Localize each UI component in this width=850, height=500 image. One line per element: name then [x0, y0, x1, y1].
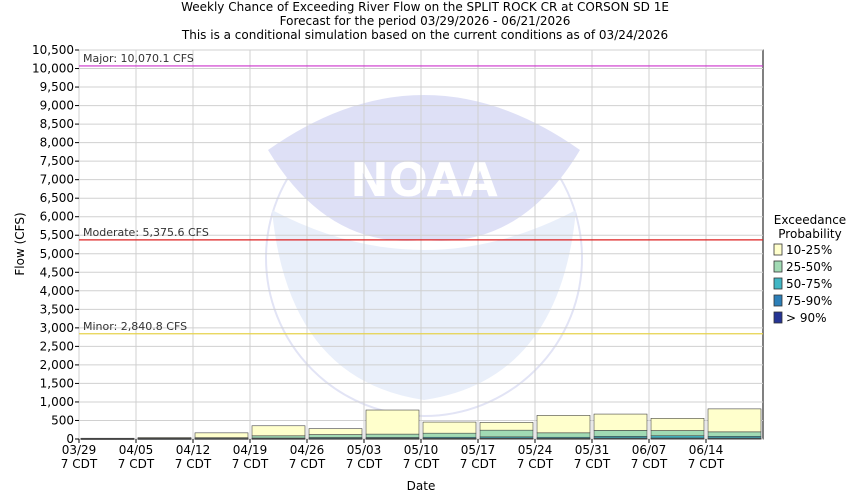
y-tick-label: 500: [51, 413, 74, 427]
bar-segment: [80, 437, 135, 440]
y-tick-label: 3,500: [40, 302, 74, 316]
x-tick-label: 04/19: [233, 443, 268, 457]
legend-title-line-2: Probability: [778, 227, 841, 241]
y-tick-label: 10,000: [32, 62, 74, 76]
y-tick-label: 3,000: [40, 321, 74, 335]
x-tick-sublabel: 7 CDT: [289, 457, 326, 471]
y-tick-label: 1,000: [40, 395, 74, 409]
x-tick-sublabel: 7 CDT: [631, 457, 668, 471]
y-tick-label: 10,500: [32, 43, 74, 57]
legend-label: 25-50%: [786, 260, 832, 274]
x-tick-label: 05/03: [347, 443, 382, 457]
legend-swatch: [773, 243, 783, 256]
y-axis: 0 500 1,000 1,500 2,000 2,500 3,000 3,500 4,000 4…: [32, 43, 79, 446]
x-axis-label: Date: [407, 479, 436, 493]
y-tick-label: 7,000: [40, 173, 74, 187]
chart-title-block: Weekly Chance of Exceeding River Flow on…: [0, 0, 850, 42]
y-tick-label: 2,500: [40, 339, 74, 353]
y-tick-label: 6,000: [40, 210, 74, 224]
legend-swatch: [773, 277, 783, 290]
legend-label: 75-90%: [786, 294, 832, 308]
x-tick-sublabel: 7 CDT: [403, 457, 440, 471]
y-tick-label: 0: [66, 432, 74, 446]
threshold-label: Moderate: 5,375.6 CFS: [83, 226, 209, 239]
threshold-label: Major: 10,070.1 CFS: [83, 52, 194, 65]
x-tick-label: 04/12: [176, 443, 211, 457]
bar-segment: [650, 435, 705, 439]
y-tick-label: 2,000: [40, 358, 74, 372]
x-tick-label: 05/24: [518, 443, 553, 457]
legend-title-line-1: Exceedance: [774, 213, 846, 227]
x-tick-sublabel: 7 CDT: [346, 457, 383, 471]
x-tick-sublabel: 7 CDT: [118, 457, 155, 471]
bar-segment: [536, 415, 591, 434]
x-tick-sublabel: 7 CDT: [175, 457, 212, 471]
bar-segment: [365, 409, 420, 435]
x-tick-label: 03/29: [62, 443, 97, 457]
y-tick-label: 4,000: [40, 284, 74, 298]
threshold-label: Minor: 2,840.8 CFS: [83, 320, 187, 333]
x-tick-label: 05/17: [461, 443, 496, 457]
bar-segment: [707, 408, 762, 433]
bar-segment: [479, 422, 534, 431]
bar-segment: [308, 428, 363, 435]
bars-group: [80, 408, 762, 440]
x-tick-sublabel: 7 CDT: [61, 457, 98, 471]
x-tick-sublabel: 7 CDT: [460, 457, 497, 471]
bar-segment: [650, 418, 705, 431]
chart-subtitle-2: This is a conditional simulation based o…: [181, 28, 669, 42]
bar-segment: [251, 435, 306, 439]
bar-segment: [194, 432, 249, 438]
x-tick-label: 04/05: [119, 443, 154, 457]
bar-segment: [308, 434, 363, 438]
bar-segment: [422, 432, 477, 438]
bar-segment: [650, 430, 705, 437]
y-tick-label: 8,500: [40, 117, 74, 131]
bar-segment: [137, 437, 192, 439]
y-tick-label: 5,500: [40, 228, 74, 242]
y-tick-label: 5,000: [40, 247, 74, 261]
legend: Exceedance Probability 10-25% 25-50% 50-75…: [773, 213, 846, 325]
x-tick-label: 06/14: [689, 443, 724, 457]
y-tick-label: 6,500: [40, 191, 74, 205]
y-tick-label: 8,000: [40, 136, 74, 150]
y-tick-label: 7,500: [40, 154, 74, 168]
bar-segment: [251, 425, 306, 437]
bar-segment: [593, 413, 648, 431]
x-tick-label: 04/26: [290, 443, 325, 457]
y-tick-label: 4,500: [40, 265, 74, 279]
x-tick-label: 06/07: [632, 443, 667, 457]
bar-segment: [593, 430, 648, 437]
x-tick-sublabel: 7 CDT: [688, 457, 725, 471]
legend-swatch: [773, 294, 783, 307]
x-tick-label: 05/31: [575, 443, 610, 457]
chart-subtitle-1: Forecast for the period 03/29/2026 - 06/…: [279, 14, 571, 28]
x-tick-sublabel: 7 CDT: [517, 457, 554, 471]
y-tick-label: 9,000: [40, 99, 74, 113]
bar-segment: [479, 429, 534, 438]
chart-title: Weekly Chance of Exceeding River Flow on…: [181, 0, 669, 14]
x-tick-sublabel: 7 CDT: [232, 457, 269, 471]
bar-segment: [536, 432, 591, 438]
legend-label: 50-75%: [786, 277, 832, 291]
bar-segment: [365, 433, 420, 438]
y-tick-label: 1,500: [40, 376, 74, 390]
y-axis-label: Flow (CFS): [13, 212, 27, 275]
legend-swatch: [773, 260, 783, 273]
bar-segment: [707, 431, 762, 437]
x-tick-sublabel: 7 CDT: [574, 457, 611, 471]
y-tick-label: 9,500: [40, 80, 74, 94]
legend-swatch: [773, 311, 783, 324]
flood-thresholds: Major: 10,070.1 CFS Moderate: 5,375.6 CFS…: [79, 52, 763, 335]
bar-segment: [422, 421, 477, 434]
grid-lines: [78, 49, 763, 440]
legend-label: 10-25%: [786, 243, 832, 257]
legend-label: > 90%: [786, 311, 827, 325]
x-tick-label: 05/10: [404, 443, 439, 457]
